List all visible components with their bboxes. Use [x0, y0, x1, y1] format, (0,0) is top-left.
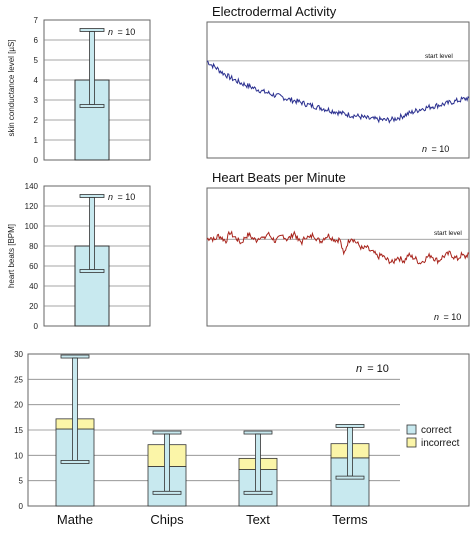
eda-error-cap-high — [79, 28, 105, 32]
eda-ytick-label: 4 — [34, 76, 39, 85]
category-label-terms: Terms — [332, 512, 368, 527]
eda-line-frame — [206, 21, 470, 159]
error-cap-low-mathe — [60, 460, 90, 464]
eda-ytick-label: 5 — [34, 56, 39, 65]
error-whisker-text — [255, 433, 261, 492]
error-cap-high-chips — [152, 430, 182, 435]
legend-swatch-incorrect — [406, 437, 417, 448]
hr-bar-marks — [74, 194, 110, 327]
eda-ytick-label: 7 — [34, 16, 39, 25]
eda-ytick-label: 3 — [34, 96, 39, 105]
tasks-ytick-label: 15 — [14, 426, 23, 435]
hr-line-title: Heart Beats per Minute — [212, 170, 346, 185]
eda-line-n-symbol: n — [422, 144, 427, 154]
tasks-n-value: = 10 — [367, 363, 389, 375]
tasks-legend: correct incorrect — [406, 424, 460, 449]
category-label-text: Text — [246, 512, 270, 527]
eda-series-line — [206, 60, 470, 124]
eda-ytick-label: 6 — [34, 36, 39, 45]
hr-ytick-label: 40 — [29, 282, 38, 291]
eda-line-n-label: n = 10 — [422, 144, 449, 154]
tasks-n-label: n = 10 — [356, 363, 389, 375]
eda-bar-n-symbol: n — [108, 27, 113, 37]
hr-ytick-label: 60 — [29, 262, 38, 271]
hr-error-whisker — [89, 197, 95, 270]
hr-ytick-label: 20 — [29, 302, 38, 311]
hr-bar-n-label: n = 10 — [108, 192, 135, 202]
error-cap-high-text — [243, 430, 273, 435]
error-whisker-mathe — [72, 357, 78, 461]
hr-series-line — [206, 230, 470, 265]
hr-ytick-label: 80 — [29, 242, 38, 251]
tasks-ytick-label: 20 — [14, 401, 23, 410]
eda-bar-yticks: 0 1 2 3 4 5 6 7 — [34, 16, 39, 165]
eda-bar-n-label: n = 10 — [108, 27, 135, 37]
hr-line-n-value: = 10 — [444, 312, 462, 322]
error-whisker-chips — [164, 433, 170, 492]
tasks-yticks: 0 5 10 15 20 25 30 — [14, 350, 23, 511]
eda-bar-marks — [74, 28, 110, 161]
error-cap-low-chips — [152, 490, 182, 495]
error-cap-low-text — [243, 490, 273, 495]
eda-bar-gridlines — [44, 39, 150, 141]
error-cap-high-terms — [335, 424, 365, 428]
eda-ytick-label: 1 — [34, 136, 39, 145]
tasks-bars — [55, 354, 370, 507]
eda-error-cap-low — [79, 104, 105, 108]
hr-bar-panel: heart beats [BPM] 0 20 40 60 80 100 120 140 n =… — [7, 182, 151, 331]
eda-start-level-label: start level — [425, 53, 453, 60]
bar-correct-terms — [330, 457, 370, 507]
legend-label-correct: correct — [421, 425, 452, 436]
hr-error-cap-high — [79, 194, 105, 198]
hr-line-frame — [206, 187, 470, 327]
hr-bar-ylabel: heart beats [BPM] — [7, 224, 16, 288]
tasks-n-symbol: n — [356, 363, 362, 375]
error-cap-high-mathe — [60, 354, 90, 359]
tasks-ytick-label: 25 — [14, 375, 23, 384]
eda-line-panel: Electrodermal Activity start level n = 1… — [206, 4, 470, 159]
error-cap-low-terms — [335, 475, 365, 480]
eda-bar-n-value: = 10 — [118, 27, 136, 37]
tasks-ytick-label: 30 — [14, 350, 23, 359]
hr-ytick-label: 140 — [25, 182, 39, 191]
legend-swatch-correct — [406, 424, 417, 435]
eda-line-title: Electrodermal Activity — [212, 4, 337, 19]
tasks-ytick-label: 0 — [19, 502, 24, 511]
eda-bar-ylabel: skin conductance level [µS] — [7, 39, 16, 136]
category-label-mathe: Mathe — [57, 512, 93, 527]
category-label-chips: Chips — [150, 512, 184, 527]
error-whisker-terms — [347, 427, 353, 477]
tasks-ytick-label: 5 — [19, 477, 24, 486]
hr-ytick-label: 0 — [34, 322, 39, 331]
eda-line-n-value: = 10 — [432, 144, 450, 154]
eda-bar-panel: skin conductance level [µS] 0 1 2 3 4 5 6 7 n =… — [7, 16, 151, 165]
legend-label-incorrect: incorrect — [421, 438, 460, 449]
eda-ytick-label: 2 — [34, 116, 39, 125]
hr-error-cap-low — [79, 269, 105, 273]
hr-bar-n-symbol: n — [108, 192, 113, 202]
hr-line-n-label: n = 10 — [434, 312, 461, 322]
hr-start-level-label: start level — [434, 230, 462, 237]
hr-bar-yticks: 0 20 40 60 80 100 120 140 — [25, 182, 39, 331]
hr-ytick-label: 120 — [25, 202, 39, 211]
tasks-category-labels: Mathe Chips Text Terms — [57, 512, 368, 527]
hr-ytick-label: 100 — [25, 222, 39, 231]
eda-error-whisker — [89, 31, 95, 105]
hr-bar-n-value: = 10 — [118, 192, 136, 202]
hr-line-n-symbol: n — [434, 312, 439, 322]
tasks-ytick-label: 10 — [14, 451, 23, 460]
hr-line-panel: Heart Beats per Minute start level n = 1… — [206, 170, 470, 327]
eda-ytick-label: 0 — [34, 156, 39, 165]
